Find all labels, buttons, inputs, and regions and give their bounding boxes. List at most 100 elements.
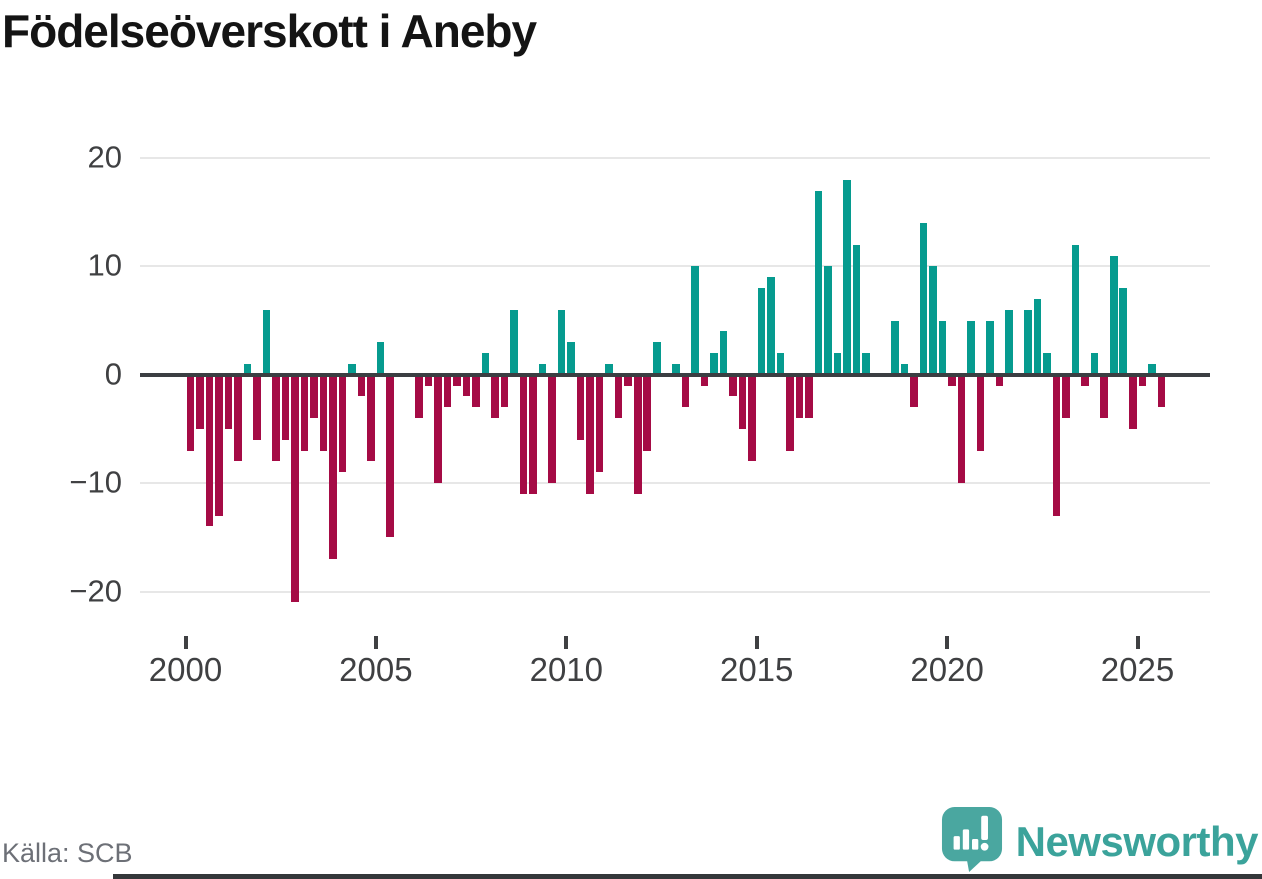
bar-2003Q2 — [310, 374, 318, 419]
x-tick-label: 2000 — [148, 651, 223, 688]
bar-2001Q3 — [243, 363, 252, 375]
y-tick-label: 0 — [104, 356, 122, 392]
y-tick-label: 20 — [87, 139, 122, 175]
bar-2010Q3 — [586, 374, 594, 494]
bar-2024Q1 — [1100, 374, 1108, 419]
bar-2010Q1 — [567, 342, 575, 375]
bar-2019Q3 — [929, 266, 937, 375]
bottom-rule — [113, 874, 1262, 879]
bar-2000Q1 — [186, 374, 195, 451]
bar-2024Q2 — [1109, 255, 1118, 375]
bar-2019Q2 — [919, 223, 928, 375]
bar-2012Q4 — [672, 363, 680, 375]
bar-2024Q3 — [1119, 288, 1128, 375]
bar-2015Q1 — [757, 288, 766, 375]
bar-2021Q1 — [986, 320, 994, 375]
bar-2002Q4 — [291, 374, 299, 603]
bar-2013Q4 — [710, 353, 718, 375]
bar-2005Q1 — [376, 342, 385, 375]
bar-2001Q1 — [224, 374, 233, 429]
bar-2013Q3 — [700, 374, 709, 386]
bar-2020Q1 — [948, 374, 956, 386]
bar-2010Q2 — [576, 374, 585, 440]
bar-2024Q4 — [1128, 374, 1137, 429]
bar-2011Q4 — [633, 374, 642, 494]
bar-2012Q1 — [643, 374, 652, 451]
y-tick-label: 10 — [87, 247, 122, 283]
bar-2006Q1 — [414, 374, 423, 419]
bar-2023Q2 — [1071, 244, 1080, 375]
y-axis-labels: 20 10 0 −10 −20 — [0, 139, 122, 608]
bar-2008Q1 — [491, 374, 499, 419]
bar-2011Q2 — [614, 374, 623, 419]
bar-2020Q4 — [976, 374, 985, 451]
bar-2014Q1 — [719, 331, 728, 375]
bar-2022Q4 — [1052, 374, 1061, 516]
gridline — [140, 482, 1210, 485]
bar-2000Q4 — [215, 374, 223, 516]
bar-2025Q1 — [1138, 374, 1147, 386]
bar-2006Q3 — [434, 374, 442, 484]
bar-2019Q1 — [910, 374, 918, 408]
bar-2003Q1 — [300, 374, 309, 451]
bar-2000Q3 — [205, 374, 214, 527]
gridline — [140, 265, 1210, 268]
bar-2016Q4 — [824, 266, 832, 375]
bar-2005Q2 — [386, 374, 394, 538]
bar-2004Q4 — [367, 374, 375, 462]
x-tick-mark — [183, 636, 188, 649]
bar-2007Q1 — [453, 374, 461, 386]
bar-2014Q4 — [748, 374, 756, 462]
bar-2015Q2 — [767, 277, 775, 375]
bar-2000Q2 — [196, 374, 204, 429]
bar-2019Q4 — [938, 320, 947, 375]
bar-2003Q3 — [319, 374, 328, 451]
bar-2008Q4 — [519, 374, 528, 494]
bar-2007Q3 — [472, 374, 480, 408]
gridline — [140, 157, 1210, 159]
y-tick-label: −20 — [69, 572, 122, 608]
bar-2001Q4 — [253, 374, 261, 440]
bar-2023Q3 — [1081, 374, 1089, 386]
x-tick-mark — [564, 636, 569, 649]
bar-2018Q3 — [890, 320, 899, 375]
bar-2013Q2 — [691, 266, 699, 375]
bar-2016Q2 — [805, 374, 813, 419]
bar-2015Q3 — [776, 353, 785, 375]
bar-2009Q4 — [557, 309, 566, 375]
bar-2013Q1 — [681, 374, 690, 408]
gridline — [140, 590, 1210, 593]
bar-2002Q3 — [281, 374, 290, 440]
bar-2023Q1 — [1062, 374, 1070, 419]
page-title: Födelseöverskott i Aneby — [2, 5, 537, 57]
plot-area: 2000 2005 2010 2015 2020 2025 — [140, 157, 1210, 688]
bar-2020Q2 — [957, 374, 966, 484]
x-tick-mark — [1135, 636, 1140, 649]
bar-2008Q3 — [510, 309, 518, 375]
newsworthy-wordmark: Newsworthy — [1015, 817, 1259, 865]
x-tick-label: 2025 — [1100, 651, 1175, 688]
bar-2025Q2 — [1148, 363, 1156, 375]
bar-2023Q4 — [1090, 353, 1099, 375]
bar-2017Q1 — [833, 353, 842, 375]
x-tick-mark — [373, 636, 378, 649]
bar-2006Q4 — [443, 374, 452, 408]
zero-baseline — [140, 372, 1210, 377]
bar-2011Q1 — [605, 363, 613, 375]
bar-2009Q2 — [538, 363, 547, 375]
x-tick-label: 2020 — [910, 651, 984, 688]
bar-2010Q4 — [595, 374, 604, 473]
source-note: Källa: SCB — [2, 838, 133, 868]
bar-2022Q1 — [1024, 309, 1032, 375]
bar-2009Q3 — [548, 374, 556, 484]
bar-2001Q2 — [234, 374, 242, 462]
x-tick-label: 2010 — [529, 651, 604, 688]
bar-2007Q2 — [462, 374, 471, 397]
bar-2011Q3 — [624, 374, 632, 386]
bar-2017Q2 — [843, 179, 851, 375]
bar-2012Q2 — [652, 342, 661, 375]
bar-2008Q2 — [500, 374, 509, 408]
bar-2022Q3 — [1043, 353, 1051, 375]
bar-2003Q4 — [329, 374, 337, 559]
bar-2015Q4 — [786, 374, 794, 451]
